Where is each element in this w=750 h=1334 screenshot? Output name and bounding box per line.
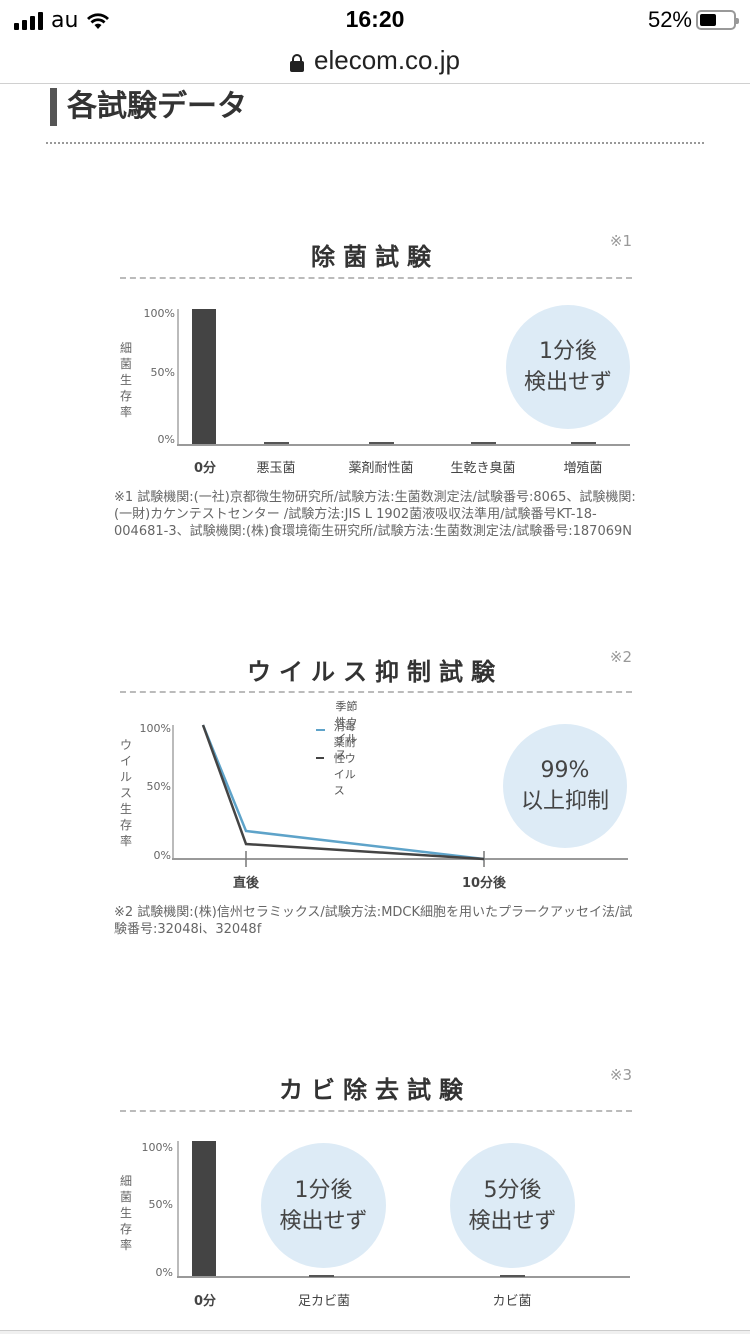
y-axis-label: 細菌生存率: [119, 1174, 132, 1252]
section-title: 各試験データ: [50, 88, 247, 126]
bottom-toolbar-edge: [0, 1330, 750, 1334]
bubble-line: 検出せず: [468, 1208, 557, 1234]
legend-swatch: [316, 729, 326, 731]
bubble-line: 以上抑制: [520, 789, 609, 814]
y-tick: 50%: [148, 1198, 173, 1211]
y-tick: 0%: [155, 1266, 173, 1279]
x-axis: [177, 444, 630, 446]
bar-zero: [264, 442, 289, 444]
legend: 季節性ウイルス 消毒薬耐性ウイルス: [316, 700, 363, 797]
y-tick: 50%: [146, 780, 171, 793]
title-divider: [120, 1110, 632, 1112]
y-tick: 0%: [157, 433, 175, 446]
legend-item-resistant: 消毒薬耐性ウイルス: [316, 720, 363, 797]
y-tick: 50%: [150, 366, 175, 379]
test-note: ※1: [609, 232, 632, 250]
legend-label: 季節性ウイルス: [335, 700, 358, 761]
y-axis-label: ウイルス生存率: [119, 738, 132, 848]
x-tick: 10分後: [461, 876, 507, 891]
result-bubble: 5分後 検出せず: [450, 1143, 575, 1268]
bar-zero: [500, 1275, 525, 1277]
footnote: ※1 試験機関:(一社)京都微生物研究所/試験方法:生菌数測定法/試験番号:80…: [114, 490, 636, 539]
result-bubble: 99% 以上抑制: [503, 724, 627, 848]
legend-swatch: [316, 757, 324, 759]
x-category: カビ菌: [492, 1294, 532, 1309]
wifi-icon: [87, 12, 110, 29]
y-tick: 100%: [139, 722, 171, 735]
bubble-line: 99%: [540, 758, 590, 783]
y-tick: 100%: [141, 1141, 173, 1154]
result-bubble: 1分後 検出せず: [261, 1143, 386, 1268]
test-title: 除菌試験: [311, 243, 439, 271]
x-category: 0分: [193, 1294, 217, 1309]
test-title: カビ除去試験: [279, 1076, 471, 1104]
url-text[interactable]: elecom.co.jp: [314, 45, 460, 75]
bubble-line: 検出せず: [279, 1208, 368, 1234]
x-category: 悪玉菌: [256, 461, 296, 476]
title-divider: [120, 691, 632, 693]
lock-icon: [290, 53, 305, 72]
footnote: ※2 試験機関:(株)信州セラミックス/試験方法:MDCK細胞を用いたプラークア…: [114, 905, 633, 937]
x-category: 足カビ菌: [297, 1294, 350, 1309]
status-bar: au 16:20 52%: [0, 0, 750, 40]
y-axis-label: 細菌生存率: [119, 341, 132, 419]
bar-zero: [309, 1275, 334, 1277]
x-tick: 直後: [232, 876, 259, 891]
carrier-label: au: [51, 8, 79, 33]
y-tick: 100%: [143, 307, 175, 320]
bar-zero: [571, 442, 596, 444]
result-bubble: 1分後 検出せず: [506, 305, 630, 429]
bar-0min: [192, 1141, 216, 1276]
test-note: ※3: [609, 1066, 632, 1084]
x-axis: [177, 1276, 630, 1278]
x-category: 薬剤耐性菌: [348, 461, 414, 476]
address-bar[interactable]: elecom.co.jp: [0, 38, 750, 84]
bar-0min: [192, 309, 216, 444]
clock: 16:20: [345, 6, 405, 32]
bar-zero: [471, 442, 496, 444]
section-divider: [46, 142, 704, 144]
bubble-line: 5分後: [483, 1177, 542, 1203]
bar-zero: [369, 442, 394, 444]
y-axis: [172, 725, 174, 860]
bubble-line: 1分後: [539, 339, 597, 364]
legend-label: 消毒薬耐性ウイルス: [333, 720, 356, 797]
legend-item-seasonal: 季節性ウイルス: [316, 700, 363, 761]
y-axis: [177, 309, 179, 446]
y-tick: 0%: [153, 849, 171, 862]
line-plot: [172, 724, 628, 867]
test-note: ※2: [609, 648, 632, 666]
bubble-line: 検出せず: [523, 370, 612, 395]
test-title: ウイルス抑制試験: [247, 658, 503, 686]
signal-icon: [14, 11, 43, 30]
y-axis: [177, 1141, 179, 1278]
battery-icon: [696, 10, 739, 30]
title-divider: [120, 277, 632, 279]
x-category: 0分: [193, 461, 217, 476]
x-category: 増殖菌: [563, 461, 603, 476]
x-category: 生乾き臭菌: [450, 461, 516, 476]
bubble-line: 1分後: [294, 1177, 353, 1203]
battery-percent: 52%: [647, 7, 692, 32]
